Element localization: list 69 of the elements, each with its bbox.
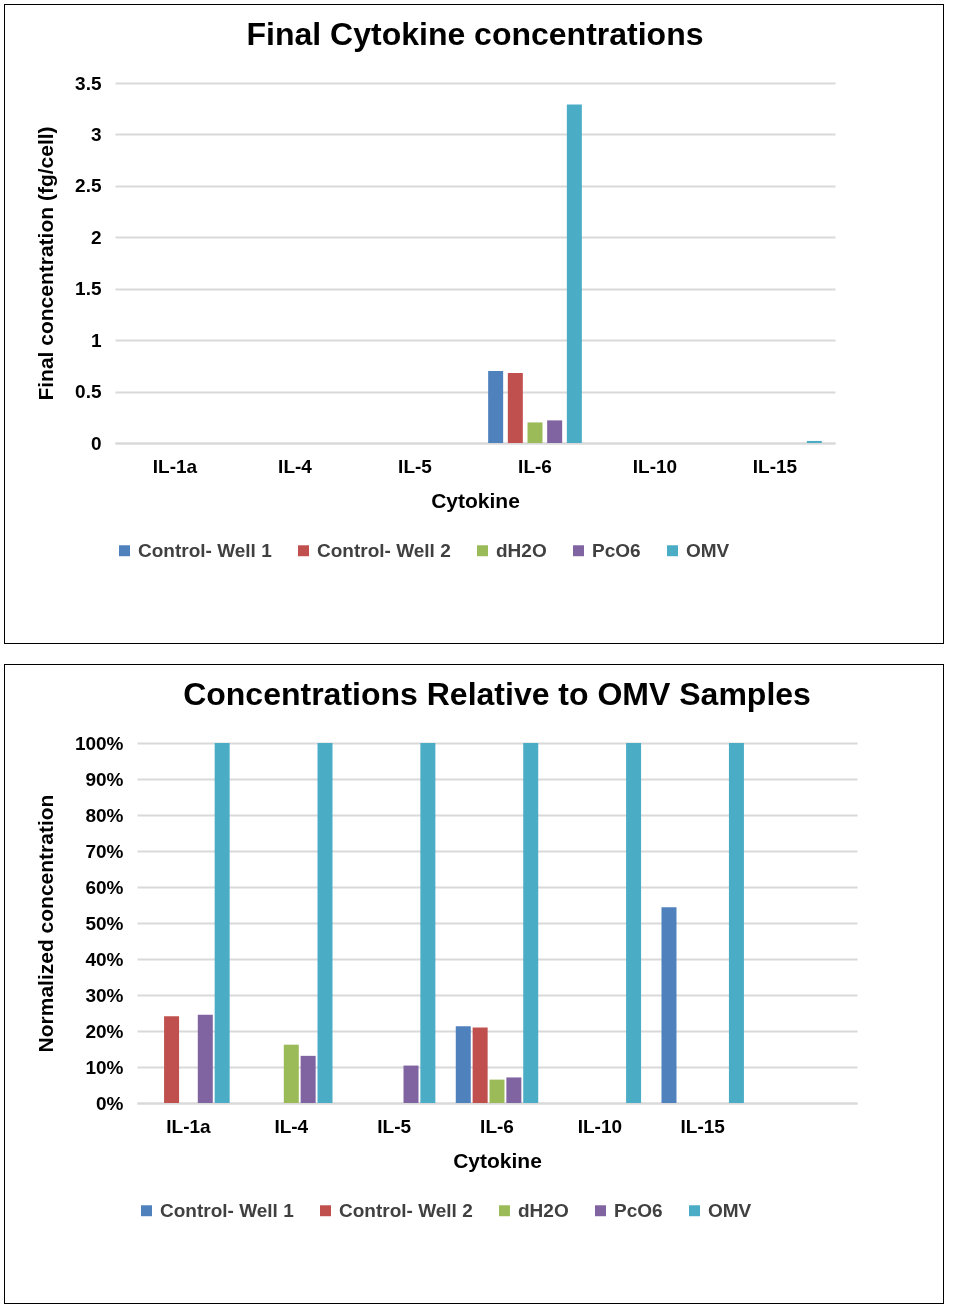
y-tick-label: 1.5 (75, 278, 102, 300)
bar (472, 1027, 488, 1103)
y-tick-label: 20% (85, 1020, 124, 1042)
y-tick-label: 30% (85, 984, 124, 1006)
legend-label: OMV (708, 1199, 752, 1221)
legend-label: Control- Well 2 (339, 1199, 473, 1221)
bar (300, 1055, 316, 1103)
x-tick-label: IL-10 (632, 455, 678, 477)
x-tick-label: IL-15 (680, 1115, 726, 1137)
bar (214, 743, 230, 1103)
y-tick-label: 3.5 (75, 72, 102, 94)
bar (507, 373, 523, 443)
bar (420, 743, 436, 1103)
x-tick-label: IL-15 (752, 455, 798, 477)
legend-label: Control- Well 1 (138, 539, 273, 561)
bar (626, 743, 642, 1103)
legend-label: Control- Well 2 (317, 539, 451, 561)
legend-label: PcO6 (592, 539, 641, 561)
y-tick-label: 40% (85, 948, 124, 970)
bar (527, 422, 543, 443)
bar (523, 743, 539, 1103)
bar (506, 1077, 522, 1103)
x-axis-title: Cytokine (431, 488, 520, 512)
y-tick-label: 90% (85, 768, 124, 790)
x-tick-label: IL-6 (518, 455, 552, 477)
y-tick-label: 0 (90, 432, 102, 454)
bar (197, 1014, 213, 1103)
bar (455, 1026, 471, 1103)
y-tick-label: 1 (90, 329, 102, 351)
x-tick-label: IL-6 (480, 1115, 514, 1137)
x-tick-label: IL-1a (166, 1115, 212, 1137)
bar (403, 1065, 419, 1103)
y-axis-title: Normalized concentration (33, 794, 57, 1053)
bar (547, 420, 563, 443)
bar (566, 104, 582, 443)
y-axis-title: Final concentration (fg/cell) (34, 126, 58, 401)
legend-label: PcO6 (614, 1199, 663, 1221)
chart-title: Concentrations Relative to OMV Samples (183, 676, 811, 712)
chart-title: Final Cytokine concentrations (246, 16, 704, 52)
bar (806, 440, 822, 443)
bar (164, 1016, 180, 1103)
y-tick-label: 0% (96, 1092, 124, 1114)
bar (488, 371, 504, 443)
bar (283, 1044, 299, 1103)
x-tick-label: IL-10 (577, 1115, 623, 1137)
bar (489, 1079, 505, 1103)
x-tick-label: IL-4 (274, 1115, 309, 1137)
legend-label: OMV (686, 539, 730, 561)
legend-label: Control- Well 1 (160, 1199, 295, 1221)
legend-label: dH2O (496, 539, 547, 561)
y-tick-label: 10% (85, 1056, 124, 1078)
x-tick-label: IL-4 (278, 455, 313, 477)
legend-label: dH2O (518, 1199, 569, 1221)
x-tick-label: IL-5 (377, 1115, 412, 1137)
bar (317, 743, 333, 1103)
y-tick-label: 2 (90, 226, 102, 248)
y-tick-label: 70% (85, 840, 124, 862)
y-tick-label: 2.5 (75, 175, 102, 197)
y-tick-label: 80% (85, 804, 124, 826)
y-tick-label: 100% (74, 732, 124, 754)
y-tick-label: 50% (85, 912, 124, 934)
bar (661, 907, 677, 1103)
x-axis-title: Cytokine (453, 1148, 542, 1172)
bar (728, 743, 744, 1103)
y-tick-label: 3 (90, 123, 102, 145)
y-tick-label: 0.5 (75, 381, 102, 403)
x-tick-label: IL-1a (152, 455, 198, 477)
y-tick-label: 60% (85, 876, 124, 898)
x-tick-label: IL-5 (398, 455, 433, 477)
